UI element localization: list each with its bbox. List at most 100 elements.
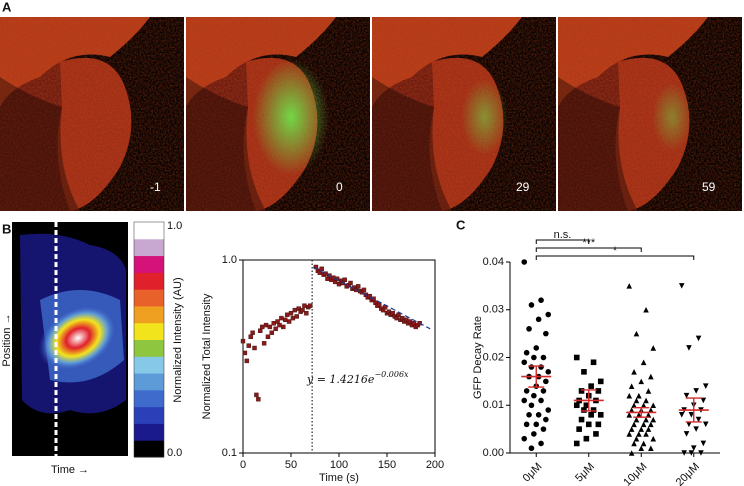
data-point <box>342 277 347 282</box>
data-point <box>540 426 547 432</box>
gfp-signal <box>253 59 329 175</box>
frame-time: 29 <box>516 180 530 194</box>
data-point <box>348 280 353 286</box>
data-point <box>636 431 642 437</box>
colorbar-tick-label: 0.0 <box>167 447 182 459</box>
data-point <box>593 431 599 437</box>
data-point <box>631 440 637 447</box>
colorbar-swatch <box>134 356 164 374</box>
data-point <box>683 431 690 437</box>
data-point <box>698 450 704 456</box>
x-tick-label: 50 <box>285 459 297 471</box>
data-point <box>648 421 654 428</box>
data-point <box>256 397 261 402</box>
data-point <box>581 407 587 413</box>
texture <box>0 17 184 211</box>
x-tick-label: 0 <box>240 459 246 471</box>
data-point <box>643 306 649 313</box>
data-point <box>260 324 265 330</box>
data-point <box>254 392 259 398</box>
data-point <box>528 364 535 370</box>
x-tick-label: 100 <box>330 459 348 471</box>
data-point <box>588 412 594 418</box>
gfp-signal <box>652 83 692 151</box>
data-point <box>638 378 645 385</box>
data-point <box>645 426 652 432</box>
data-point <box>595 388 602 394</box>
data-point <box>248 334 253 340</box>
data-point <box>648 407 654 413</box>
data-point <box>521 397 528 404</box>
colorbar-swatch <box>134 440 164 458</box>
data-point <box>521 359 528 366</box>
data-point <box>686 421 692 428</box>
data-point <box>281 324 286 330</box>
data-point <box>700 440 707 447</box>
data-point <box>308 303 313 308</box>
data-point <box>246 343 251 348</box>
microscopy-frame: -1 <box>0 17 184 211</box>
data-point <box>626 412 633 418</box>
data-point <box>693 426 699 432</box>
data-point <box>633 397 640 404</box>
data-point <box>528 445 535 452</box>
data-point <box>535 316 542 323</box>
colorbar-swatch <box>134 272 164 290</box>
data-point <box>690 445 697 452</box>
data-point <box>678 283 685 289</box>
y-tick-label: 0.1 <box>222 447 237 459</box>
data-point <box>538 397 544 404</box>
data-point <box>396 312 401 318</box>
data-point <box>533 421 540 428</box>
colorbar-swatch <box>134 289 164 307</box>
data-point <box>292 307 298 313</box>
data-point <box>261 341 267 346</box>
data-point <box>633 416 640 423</box>
data-point <box>540 354 547 361</box>
data-point <box>533 345 540 351</box>
data-point <box>702 421 709 428</box>
data-point <box>258 328 263 333</box>
data-point <box>633 435 640 442</box>
data-point <box>531 392 537 399</box>
data-point <box>283 317 288 322</box>
microscopy-frame: 0 <box>186 17 370 211</box>
data-point <box>543 330 549 337</box>
colorbar-tick-label: 1.0 <box>167 220 182 232</box>
data-point <box>640 359 647 366</box>
data-point <box>695 335 702 342</box>
data-point <box>277 322 282 328</box>
colorbar-swatch <box>134 389 164 408</box>
data-point <box>585 421 592 428</box>
data-point <box>361 287 367 293</box>
data-point <box>576 426 582 432</box>
data-point <box>636 412 642 418</box>
data-point <box>648 373 654 380</box>
data-point <box>581 369 587 375</box>
data-point <box>588 383 594 389</box>
dim-mask <box>0 77 80 211</box>
data-point <box>528 402 535 409</box>
data-point <box>526 326 532 332</box>
data-point <box>631 402 637 409</box>
data-point <box>590 407 597 413</box>
significance-bracket <box>535 239 590 244</box>
colorbar-swatch <box>134 305 164 324</box>
data-point <box>263 322 269 328</box>
data-point <box>531 354 537 361</box>
data-point <box>294 314 299 319</box>
data-point <box>683 392 690 399</box>
y-tick-label: 0.03 <box>483 304 504 316</box>
data-point <box>538 440 544 447</box>
data-point <box>648 445 654 452</box>
data-point <box>284 312 290 318</box>
frame-time: 0 <box>336 180 343 194</box>
significance-bracket <box>535 247 642 252</box>
fit-equation: y = 1.4216e−0.006x <box>306 370 409 386</box>
frame-time: -1 <box>150 180 161 194</box>
error-bar <box>528 365 545 388</box>
data-point <box>597 378 604 385</box>
data-point <box>304 311 309 316</box>
y-axis-label: Normalized Total Intensity <box>201 293 213 419</box>
data-point <box>523 388 530 394</box>
